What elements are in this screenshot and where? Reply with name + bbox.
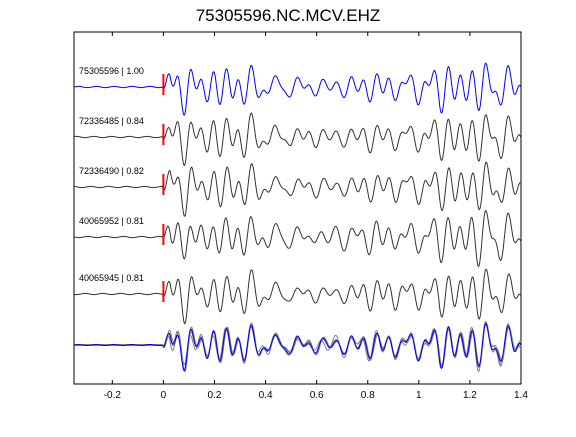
chart-title: 75305596.NC.MCV.EHZ (195, 6, 381, 25)
x-tick-label: 0.8 (361, 390, 375, 401)
trace-label: 40065945 | 0.81 (79, 273, 144, 283)
x-tick-label: 0 (161, 390, 167, 401)
x-tick-label: 1 (416, 390, 422, 401)
stack-reference-line (74, 322, 522, 371)
x-tick-label: 0.6 (310, 390, 324, 401)
x-tick-label: -0.2 (104, 390, 122, 401)
trace-line (73, 62, 522, 116)
trace-label: 40065952 | 0.81 (79, 216, 144, 226)
trace-labels-group: 75305596 | 1.00 72336485 | 0.84 72336490 |… (79, 66, 144, 283)
x-tick-label: 0.4 (259, 390, 273, 401)
x-tick-label: 1.2 (463, 390, 477, 401)
axes-frame (73, 31, 522, 385)
trace-line (73, 268, 522, 325)
trace-label: 72336485 | 0.84 (79, 116, 144, 126)
trace-label: 72336490 | 0.82 (79, 166, 144, 176)
x-axis: -0.2 0 0.2 0.4 0.6 0.8 1 1.2 1.4 (104, 32, 528, 401)
trace-line (73, 209, 522, 267)
traces-group (73, 62, 522, 373)
x-tick-label: 0.2 (208, 390, 222, 401)
trace-label: 75305596 | 1.00 (79, 66, 144, 76)
trace-line (73, 161, 522, 217)
x-tick-label: 1.4 (514, 390, 528, 401)
trace-line (74, 112, 522, 167)
